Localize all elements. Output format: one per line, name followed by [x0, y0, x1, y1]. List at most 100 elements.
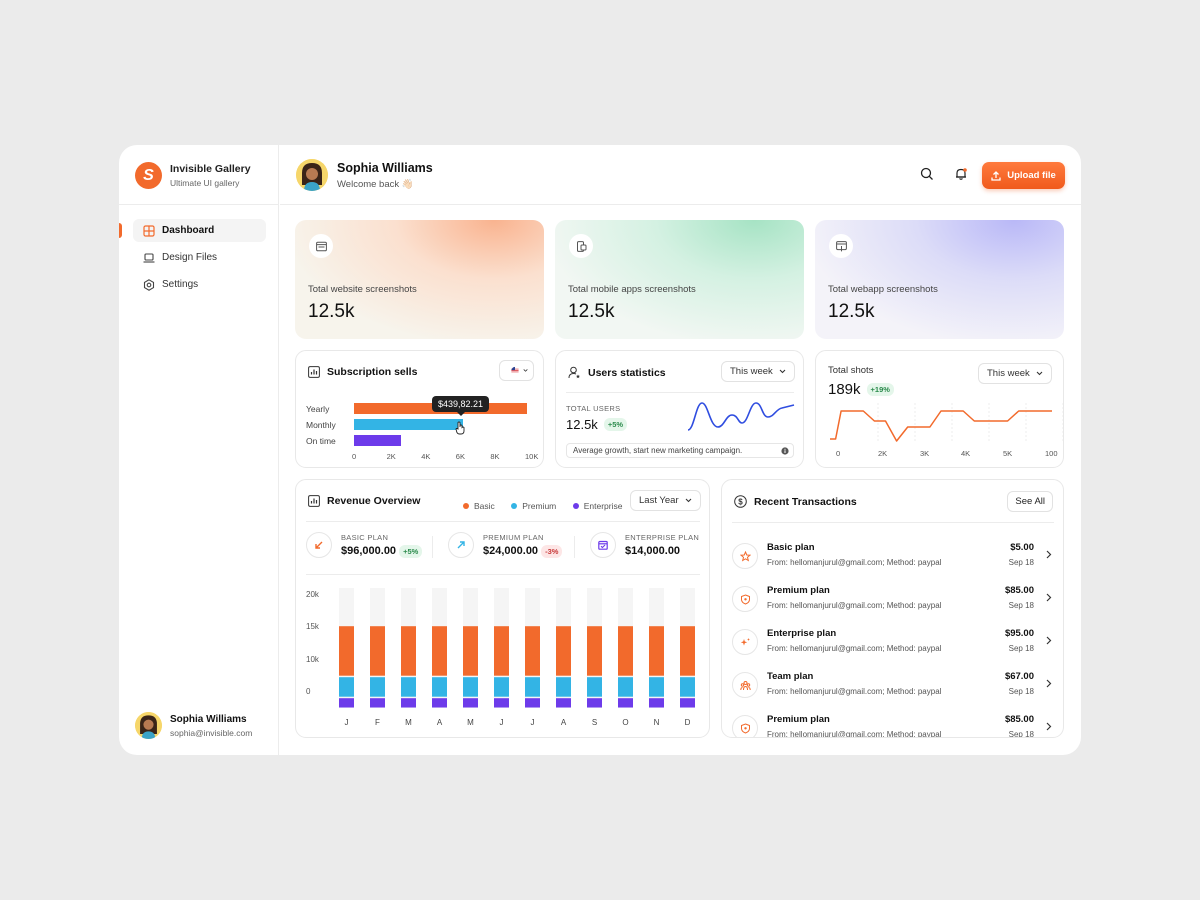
plan-amount: $24,000.00	[483, 544, 539, 557]
app-window: S Invisible Gallery Ultimate UI gallery …	[119, 145, 1081, 755]
bar-segment-basic[interactable]	[494, 626, 509, 676]
card-title: Subscription sells	[308, 366, 417, 378]
shots-period-dropdown[interactable]: This week	[978, 363, 1052, 384]
transaction-row[interactable]: Premium plan From: hellomanjurul@gmail.co…	[732, 583, 1054, 619]
bar-segment-premium[interactable]	[494, 677, 509, 697]
dropdown-value: Last Year	[639, 495, 679, 506]
see-all-button[interactable]: See All	[1007, 491, 1053, 512]
bar-segment-enterprise[interactable]	[463, 698, 478, 708]
legend-label: Basic	[474, 501, 495, 511]
x-tick-label: A	[437, 718, 443, 727]
bar-segment-enterprise[interactable]	[618, 698, 633, 708]
chevron-right-icon[interactable]	[1046, 593, 1052, 602]
chevron-right-icon[interactable]	[1046, 722, 1052, 731]
bell-icon[interactable]	[954, 167, 970, 183]
sidebar-item-settings[interactable]: Settings	[133, 273, 266, 296]
x-tick-label: 2K	[386, 452, 396, 461]
bar-segment-premium[interactable]	[525, 677, 540, 697]
x-tick-label: J	[500, 718, 504, 727]
bar-segment-enterprise[interactable]	[649, 698, 664, 708]
bar-segment-basic[interactable]	[618, 626, 633, 676]
transaction-row[interactable]: Team plan From: hellomanjurul@gmail.com; …	[732, 669, 1054, 705]
legend-label: Premium	[522, 501, 557, 511]
bar-segment-premium[interactable]	[680, 677, 695, 697]
bar-segment-premium[interactable]	[618, 677, 633, 697]
x-tick-label: 0	[352, 452, 357, 461]
avatar[interactable]	[296, 159, 328, 191]
transaction-name: Enterprise plan	[767, 628, 837, 639]
bar-segment-basic[interactable]	[339, 626, 354, 676]
bar-segment-basic[interactable]	[525, 626, 540, 676]
bar-segment-basic[interactable]	[463, 626, 478, 676]
x-tick-label: J	[531, 718, 535, 727]
bar-segment-enterprise[interactable]	[494, 698, 509, 708]
chevron-down-icon	[685, 498, 692, 503]
users-sparkline	[687, 402, 795, 431]
revenue-title: Revenue Overview	[327, 495, 421, 507]
upload-file-button[interactable]: Upload file	[982, 162, 1065, 189]
bar-segment-premium[interactable]	[587, 677, 602, 697]
sidebar-item-dashboard[interactable]: Dashboard	[133, 219, 266, 242]
bar-segment-basic[interactable]	[587, 626, 602, 676]
sidebar-nav: Dashboard Design Files Settings	[133, 219, 266, 300]
chevron-right-icon[interactable]	[1046, 550, 1052, 559]
bar-segment-enterprise[interactable]	[401, 698, 416, 708]
legend-enterprise: Enterprise	[572, 501, 622, 511]
divider	[574, 536, 575, 558]
bar-segment-premium[interactable]	[463, 677, 478, 697]
plan-value: $14,000.00	[625, 545, 699, 557]
transaction-row[interactable]: Premium plan From: hellomanjurul@gmail.co…	[732, 712, 1054, 737]
bar-segment-enterprise[interactable]	[556, 698, 571, 708]
bar-segment-premium[interactable]	[401, 677, 416, 697]
chevron-right-icon[interactable]	[1046, 636, 1052, 645]
transaction-row[interactable]: Basic plan From: hellomanjurul@gmail.com;…	[732, 540, 1054, 576]
bar-segment-premium[interactable]	[370, 677, 385, 697]
bar-segment-basic[interactable]	[370, 626, 385, 676]
subscription-bar[interactable]	[354, 419, 463, 430]
bar-segment-premium[interactable]	[432, 677, 447, 697]
total-users: 12.5k +5%	[566, 417, 628, 432]
subscription-bar[interactable]	[354, 435, 401, 446]
bar-segment-basic[interactable]	[680, 626, 695, 676]
legend-dot	[572, 503, 579, 509]
bar-segment-premium[interactable]	[649, 677, 664, 697]
bar-segment-basic[interactable]	[432, 626, 447, 676]
bar-segment-basic[interactable]	[401, 626, 416, 676]
stat-label: Total mobile apps screenshots	[568, 284, 696, 295]
users-period-dropdown[interactable]: This week	[721, 361, 795, 382]
search-icon[interactable]	[920, 167, 936, 183]
bar-segment-enterprise[interactable]	[525, 698, 540, 708]
sidebar-item-design-files[interactable]: Design Files	[133, 246, 266, 269]
hand-cursor-icon	[455, 421, 465, 435]
plan-basic: BASIC PLAN $96,000.00 +5%	[306, 532, 423, 558]
info-icon[interactable]	[781, 447, 789, 455]
sidebar-item-label: Settings	[162, 279, 199, 290]
transaction-name: Team plan	[767, 671, 814, 682]
bar-segment-premium[interactable]	[556, 677, 571, 697]
bar-segment-enterprise[interactable]	[680, 698, 695, 708]
brand[interactable]: S Invisible Gallery Ultimate UI gallery	[135, 162, 251, 189]
bar-segment-basic[interactable]	[649, 626, 664, 676]
subscription-sells-card: Subscription sells Yearly Monthly On tim…	[295, 350, 544, 468]
change-badge: +5%	[603, 418, 628, 431]
plan-enterprise: ENTERPRISE PLAN $14,000.00	[590, 532, 699, 558]
transaction-name: Premium plan	[767, 585, 830, 596]
chevron-right-icon[interactable]	[1046, 679, 1052, 688]
revenue-period-dropdown[interactable]: Last Year	[630, 490, 701, 511]
bar-segment-premium[interactable]	[339, 677, 354, 697]
bar-segment-enterprise[interactable]	[370, 698, 385, 708]
bar-segment-enterprise[interactable]	[432, 698, 447, 708]
plan-premium: PREMIUM PLAN $24,000.00 -3%	[448, 532, 563, 558]
stat-label: Total website screenshots	[308, 284, 417, 295]
bar-segment-basic[interactable]	[556, 626, 571, 676]
grid-icon	[143, 224, 155, 237]
bar-segment-enterprise[interactable]	[587, 698, 602, 708]
sidebar-user[interactable]: Sophia Williams sophia@invisible.com	[135, 712, 252, 739]
currency-dropdown[interactable]	[499, 360, 534, 381]
x-tick-label: 0	[836, 449, 840, 458]
change-badge: -3%	[541, 544, 563, 558]
bar-chart-icon	[308, 366, 320, 378]
transaction-row[interactable]: Enterprise plan From: hellomanjurul@gmail…	[732, 626, 1054, 662]
bar-segment-enterprise[interactable]	[339, 698, 354, 708]
transactions-title: Recent Transactions	[754, 495, 857, 508]
